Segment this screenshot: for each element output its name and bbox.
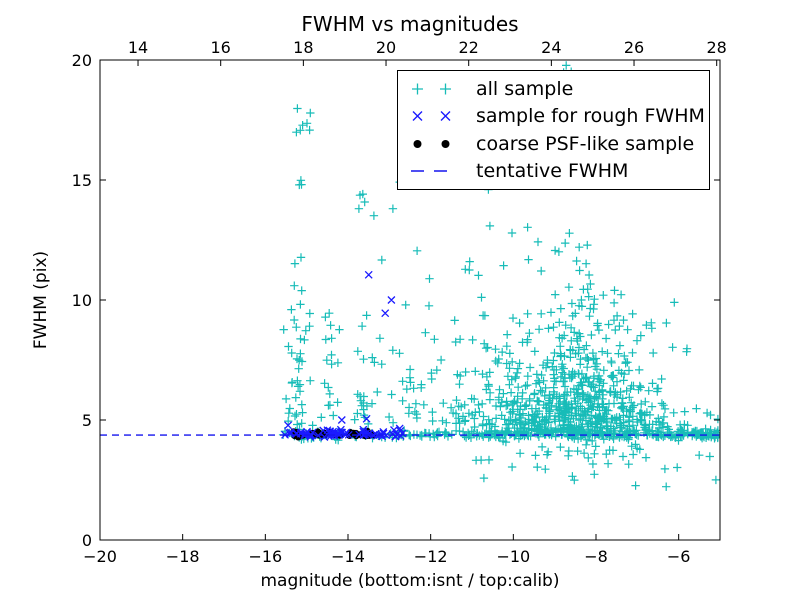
y-tick-label: 10 <box>72 291 92 310</box>
legend-label: coarse PSF-like sample <box>476 132 695 155</box>
x-top-tick-label: 26 <box>624 38 644 57</box>
axis-tick-labels: −20 −18 −16 −14 −12 −10 −8 −6 14 16 18 20 22 24 26 28 0 5… <box>72 38 727 566</box>
x-bottom-tick-label: −12 <box>414 547 448 566</box>
x-bottom-tick-label: −20 <box>83 547 117 566</box>
x-top-tick-label: 24 <box>541 38 561 57</box>
x-top-tick-label: 20 <box>376 38 396 57</box>
y-tick-label: 0 <box>82 531 92 550</box>
x-axis-label: magnitude (bottom:isnt / top:calib) <box>261 571 560 591</box>
x-marker-icon <box>412 111 451 122</box>
dashed-line-icon <box>411 170 447 173</box>
x-top-tick-label: 28 <box>707 38 727 57</box>
x-top-tick-label: 14 <box>128 38 148 57</box>
data-points-layer <box>100 61 720 491</box>
chart-title: FWHM vs magnitudes <box>301 12 518 36</box>
x-bottom-tick-label: −6 <box>667 547 691 566</box>
y-tick-label: 20 <box>72 51 92 70</box>
legend-item-rough-fwhm: sample for rough FWHM <box>408 103 709 129</box>
y-tick-label: 5 <box>82 411 92 430</box>
legend-label: sample for rough FWHM <box>476 105 705 128</box>
x-bottom-tick-label: −14 <box>331 547 365 566</box>
dot-marker-icon <box>413 139 450 148</box>
legend-item-tentative-fwhm: tentative FWHM <box>408 158 709 184</box>
x-bottom-tick-label: −10 <box>496 547 530 566</box>
x-bottom-tick-label: −16 <box>248 547 282 566</box>
y-tick-label: 15 <box>72 171 92 190</box>
x-top-tick-label: 16 <box>211 38 231 57</box>
legend-item-psf-sample: coarse PSF-like sample <box>408 131 709 157</box>
x-top-tick-label: 22 <box>459 38 479 57</box>
axis-ticks <box>99 59 720 541</box>
legend-item-all-sample: all sample <box>408 76 709 102</box>
legend-label: tentative FWHM <box>476 160 629 183</box>
legend: all sample sample for rough FWHM coarse … <box>397 70 710 190</box>
x-bottom-tick-label: −8 <box>584 547 608 566</box>
y-axis-label: FWHM (pix) <box>31 251 51 349</box>
plus-marker-icon <box>412 83 451 95</box>
legend-label: all sample <box>476 77 574 100</box>
x-top-tick-label: 18 <box>293 38 313 57</box>
x-bottom-tick-label: −18 <box>166 547 200 566</box>
